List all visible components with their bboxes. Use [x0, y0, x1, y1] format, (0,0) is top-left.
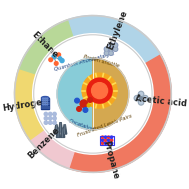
- Polygon shape: [63, 125, 67, 134]
- Wedge shape: [137, 55, 171, 146]
- Circle shape: [109, 43, 113, 47]
- Circle shape: [139, 92, 143, 95]
- Circle shape: [80, 100, 87, 107]
- Circle shape: [134, 95, 139, 101]
- Circle shape: [114, 48, 117, 50]
- Polygon shape: [54, 125, 58, 134]
- Text: Ethylene: Ethylene: [106, 9, 129, 51]
- Circle shape: [101, 142, 104, 144]
- Circle shape: [104, 139, 107, 141]
- Circle shape: [139, 101, 143, 104]
- Circle shape: [104, 47, 109, 51]
- Text: Proton shuttle: Proton shuttle: [83, 54, 120, 68]
- Circle shape: [110, 142, 113, 144]
- Text: Benzene: Benzene: [27, 125, 62, 160]
- Circle shape: [107, 142, 110, 144]
- Circle shape: [110, 52, 112, 54]
- Circle shape: [60, 59, 64, 63]
- Circle shape: [43, 98, 44, 99]
- Circle shape: [113, 43, 118, 47]
- Circle shape: [101, 139, 104, 141]
- Text: Cocatalyst: Cocatalyst: [67, 119, 95, 133]
- Circle shape: [101, 136, 104, 138]
- Wedge shape: [93, 58, 129, 130]
- Circle shape: [15, 16, 171, 172]
- Circle shape: [109, 51, 113, 55]
- Circle shape: [45, 104, 46, 105]
- Wedge shape: [18, 19, 75, 76]
- Wedge shape: [18, 112, 75, 168]
- Circle shape: [91, 83, 108, 99]
- Bar: [41, 98, 49, 109]
- Circle shape: [87, 78, 112, 103]
- Wedge shape: [57, 58, 93, 130]
- Circle shape: [140, 97, 142, 99]
- Circle shape: [44, 112, 48, 116]
- Circle shape: [88, 98, 92, 102]
- Circle shape: [110, 136, 113, 138]
- Circle shape: [47, 98, 48, 99]
- Circle shape: [49, 117, 52, 120]
- Circle shape: [45, 102, 46, 103]
- Circle shape: [113, 47, 118, 51]
- Circle shape: [110, 44, 112, 46]
- Text: Hydrogen: Hydrogen: [2, 97, 48, 113]
- Circle shape: [107, 136, 110, 138]
- Polygon shape: [59, 123, 63, 132]
- Circle shape: [43, 100, 44, 101]
- Circle shape: [104, 142, 107, 144]
- Circle shape: [44, 117, 48, 120]
- Circle shape: [53, 112, 56, 116]
- Circle shape: [109, 47, 113, 51]
- Circle shape: [138, 100, 144, 105]
- Circle shape: [54, 62, 58, 65]
- Circle shape: [107, 139, 110, 141]
- Circle shape: [104, 136, 107, 138]
- Text: Acetic acid: Acetic acid: [135, 94, 187, 108]
- Ellipse shape: [41, 97, 49, 99]
- Circle shape: [53, 121, 56, 124]
- Circle shape: [53, 117, 56, 120]
- Circle shape: [49, 112, 52, 116]
- Circle shape: [83, 108, 88, 112]
- Wedge shape: [15, 70, 45, 140]
- Circle shape: [138, 91, 144, 97]
- Circle shape: [135, 97, 138, 100]
- Wedge shape: [69, 134, 151, 172]
- Circle shape: [47, 100, 48, 101]
- Polygon shape: [61, 128, 65, 137]
- Text: Quantum Photocatalyst: Quantum Photocatalyst: [53, 51, 115, 72]
- Circle shape: [87, 104, 90, 107]
- Circle shape: [75, 98, 79, 103]
- Circle shape: [45, 100, 46, 101]
- Circle shape: [77, 107, 81, 111]
- Circle shape: [104, 51, 109, 55]
- Circle shape: [47, 104, 48, 105]
- Bar: [100, 136, 114, 145]
- Circle shape: [144, 97, 147, 100]
- Circle shape: [82, 73, 117, 108]
- Circle shape: [105, 48, 108, 50]
- Circle shape: [143, 95, 148, 101]
- Circle shape: [58, 57, 62, 60]
- Polygon shape: [56, 128, 60, 137]
- Circle shape: [44, 121, 48, 124]
- Circle shape: [43, 102, 44, 103]
- Circle shape: [47, 102, 48, 103]
- Text: Propane: Propane: [101, 140, 120, 181]
- Circle shape: [49, 121, 52, 124]
- Circle shape: [114, 44, 117, 46]
- Wedge shape: [34, 35, 152, 153]
- Circle shape: [57, 53, 60, 57]
- Circle shape: [45, 98, 46, 99]
- Circle shape: [110, 139, 113, 141]
- Circle shape: [43, 104, 44, 105]
- Text: Ethane: Ethane: [29, 30, 59, 60]
- Circle shape: [52, 55, 56, 59]
- Circle shape: [105, 52, 108, 54]
- Circle shape: [110, 48, 112, 50]
- Circle shape: [49, 58, 53, 62]
- Text: Frustrated Lewis Pairs: Frustrated Lewis Pairs: [76, 114, 132, 138]
- Wedge shape: [69, 16, 161, 64]
